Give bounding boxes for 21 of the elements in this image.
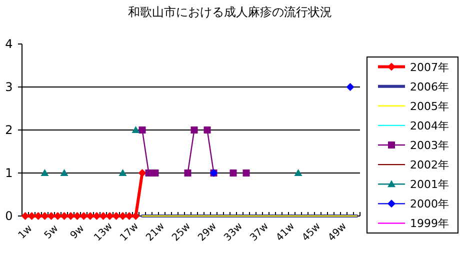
- x-tick-label: 41w: [274, 221, 297, 244]
- x-tick-label: 49w: [326, 221, 349, 244]
- legend-label: 2004年: [410, 119, 449, 132]
- x-tick-label: 1w: [16, 223, 35, 242]
- y-tick-label: 4: [5, 37, 13, 51]
- chart-title: 和歌山市における成人麻疹の流行状況: [128, 5, 332, 19]
- legend-label: 2002年: [410, 158, 449, 172]
- legend-label: 2000年: [410, 198, 449, 211]
- x-tick-label: 5w: [42, 223, 61, 242]
- y-tick-label: 2: [5, 123, 13, 137]
- y-tick-label: 3: [5, 80, 13, 94]
- legend-label: 2003年: [410, 139, 449, 152]
- x-tick-label: 9w: [68, 223, 87, 242]
- legend-label: 2001年: [410, 178, 449, 192]
- legend-label: 2007年: [410, 60, 449, 74]
- legend-label: 2006年: [410, 80, 449, 94]
- y-tick-label: 0: [5, 209, 13, 223]
- y-tick-label: 1: [5, 166, 13, 180]
- legend-label: 2005年: [410, 100, 449, 113]
- x-tick-label: 45w: [300, 221, 323, 244]
- legend-label: 1999年: [410, 217, 449, 230]
